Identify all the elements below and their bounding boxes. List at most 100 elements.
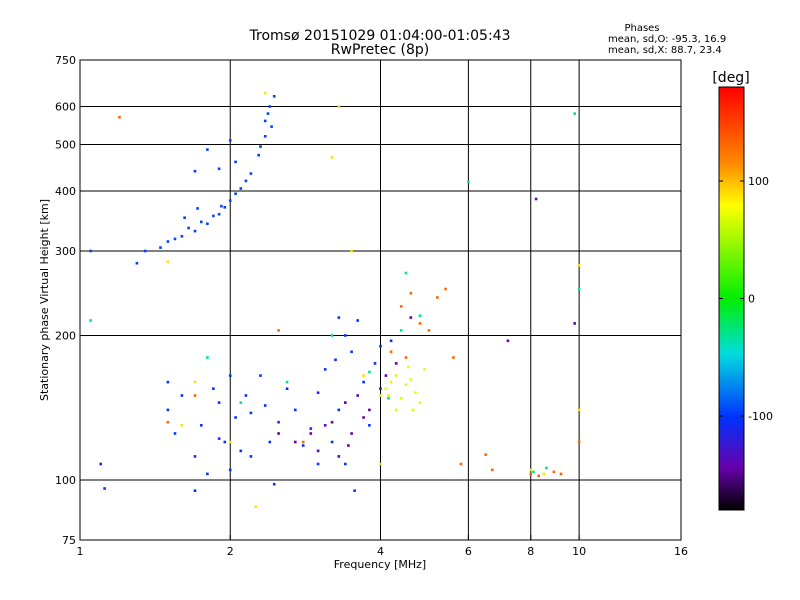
scatter-point bbox=[180, 424, 184, 427]
scatter-point bbox=[577, 264, 581, 267]
scatter-point bbox=[506, 339, 510, 343]
scatter-point bbox=[353, 489, 356, 492]
x-tick-label: 8 bbox=[527, 545, 534, 558]
scatter-point bbox=[387, 394, 390, 397]
scatter-point bbox=[223, 440, 227, 444]
scatter-point bbox=[228, 440, 232, 444]
scatter-point bbox=[368, 424, 371, 427]
scatter-point bbox=[166, 260, 170, 263]
scatter-point bbox=[389, 339, 393, 343]
y-tick-label: 300 bbox=[55, 245, 76, 258]
y-tick-label: 600 bbox=[55, 101, 76, 114]
scatter-point bbox=[404, 271, 408, 275]
y-tick-label: 400 bbox=[55, 185, 76, 198]
scatter-point bbox=[379, 344, 382, 348]
scatter-point bbox=[330, 334, 334, 337]
scatter-point bbox=[404, 383, 408, 386]
scatter-point bbox=[294, 440, 297, 444]
scatter-point bbox=[577, 287, 581, 291]
scatter-point bbox=[180, 235, 184, 238]
phase-box-o: mean, sd,O: -95.3, 16.9 bbox=[608, 34, 726, 45]
scatter-point bbox=[552, 470, 556, 474]
scatter-point bbox=[573, 112, 576, 115]
scatter-point bbox=[259, 374, 262, 377]
scatter-point bbox=[399, 397, 403, 400]
scatter-point bbox=[200, 424, 203, 427]
scatter-point bbox=[193, 394, 197, 397]
scatter-point bbox=[467, 180, 470, 184]
scatter-point bbox=[309, 432, 313, 435]
scatter-point bbox=[337, 455, 341, 458]
scatter-point bbox=[394, 408, 398, 412]
scatter-point bbox=[193, 169, 197, 173]
scatter-point bbox=[534, 197, 538, 201]
scatter-point bbox=[573, 322, 576, 325]
scatter-point bbox=[99, 462, 102, 466]
y-tick-label: 200 bbox=[55, 330, 76, 343]
scatter-point bbox=[89, 249, 92, 253]
scatter-point bbox=[263, 404, 267, 407]
y-tick-label: 100 bbox=[55, 474, 76, 487]
scatter-point bbox=[337, 408, 341, 412]
scatter-point bbox=[577, 408, 581, 412]
scatter-point bbox=[277, 432, 280, 435]
scatter-point bbox=[404, 356, 408, 359]
scatter-point bbox=[228, 199, 232, 202]
scatter-point bbox=[259, 145, 262, 148]
scatter-point bbox=[330, 440, 334, 444]
scatter-point bbox=[193, 455, 197, 458]
scatter-point bbox=[444, 287, 447, 291]
scatter-point bbox=[347, 444, 350, 447]
scatter-point bbox=[309, 427, 313, 430]
scatter-point bbox=[418, 401, 422, 404]
scatter-point bbox=[196, 207, 199, 210]
scatter-point bbox=[266, 112, 270, 115]
scatter-point bbox=[350, 249, 353, 253]
x-tick-label: 6 bbox=[465, 545, 472, 558]
scatter-point bbox=[206, 222, 209, 225]
colorbar-tick-label: 100 bbox=[748, 175, 769, 188]
colorbar-tick-label: 0 bbox=[748, 293, 755, 306]
scatter-point bbox=[220, 204, 223, 208]
scatter-point bbox=[166, 420, 170, 424]
x-tick-label: 10 bbox=[572, 545, 586, 558]
scatter-point bbox=[217, 401, 221, 404]
scatter-point bbox=[350, 350, 353, 354]
scatter-point bbox=[384, 374, 388, 377]
scatter-point bbox=[323, 424, 327, 427]
scatter-point bbox=[249, 455, 253, 458]
y-tick-label: 75 bbox=[62, 534, 76, 547]
scatter-point bbox=[316, 462, 320, 466]
scatter-point bbox=[537, 474, 540, 478]
colorbar-ticks: 100 0 -100 bbox=[719, 175, 773, 423]
scatter-point bbox=[387, 397, 390, 400]
scatter-point bbox=[356, 394, 359, 397]
scatter-point bbox=[263, 91, 267, 95]
y-tick-label: 500 bbox=[55, 139, 76, 152]
scatter-point bbox=[394, 374, 398, 377]
scatter-point bbox=[268, 440, 272, 444]
scatter-point bbox=[427, 329, 431, 332]
scatter-point bbox=[423, 368, 426, 371]
scatter-point bbox=[301, 444, 305, 447]
scatter-point bbox=[206, 472, 209, 476]
scatter-point bbox=[254, 505, 258, 508]
scatter-point bbox=[228, 468, 232, 472]
scatter-point bbox=[294, 408, 297, 412]
scatter-point bbox=[166, 240, 170, 243]
scatter-point bbox=[379, 387, 382, 390]
scatter-point bbox=[368, 408, 371, 412]
scatter-point bbox=[399, 305, 403, 308]
scatter-point bbox=[362, 380, 365, 384]
scatter-point bbox=[183, 216, 186, 219]
scatter-point bbox=[414, 391, 417, 394]
scatter-point bbox=[389, 380, 393, 384]
scatter-point bbox=[559, 472, 563, 476]
scatter-point bbox=[344, 401, 347, 404]
scatter-point bbox=[193, 229, 197, 233]
scatter-points bbox=[89, 91, 581, 508]
scatter-point bbox=[389, 350, 393, 354]
scatter-point bbox=[234, 192, 237, 195]
scatter-point bbox=[344, 462, 347, 466]
scatter-point bbox=[239, 401, 243, 404]
